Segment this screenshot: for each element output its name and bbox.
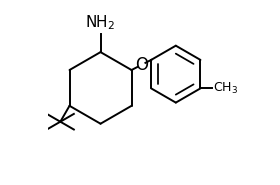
Text: NH$_2$: NH$_2$ [85,13,116,31]
Text: O: O [135,56,148,74]
Text: CH$_3$: CH$_3$ [213,81,239,96]
